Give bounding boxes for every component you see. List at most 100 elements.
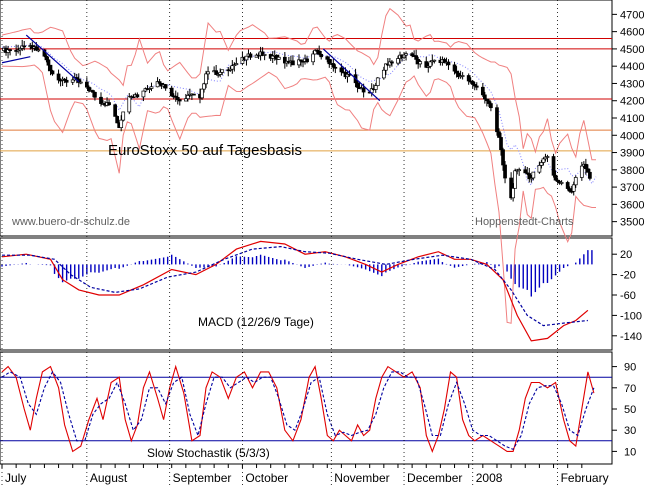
month-label: July <box>5 471 26 485</box>
candle-body <box>545 156 550 158</box>
candle-body <box>579 165 584 178</box>
month-label: November <box>334 471 389 485</box>
candle-body <box>206 71 210 75</box>
candle-body <box>262 54 267 56</box>
candle-body <box>113 104 117 117</box>
macd-tick-label: 20 <box>620 249 632 261</box>
candle-body <box>487 100 491 104</box>
candle-body <box>87 86 91 92</box>
candle-body <box>99 96 103 104</box>
candle-body <box>529 177 534 180</box>
candle-body <box>418 61 423 65</box>
candle-body <box>218 71 223 75</box>
candle-body <box>48 64 53 72</box>
macd-panel: 20 -20 -60 -100 -140 <box>1 240 642 343</box>
month-label: October <box>245 471 288 485</box>
candle-body <box>355 82 360 88</box>
price-tick-label: 3600 <box>620 199 644 211</box>
candle-body <box>228 68 233 71</box>
candle-body <box>78 81 83 84</box>
candle-body <box>480 86 485 96</box>
price-panel: 3500 3600 3700 3800 3900 4000 4100 4200 4300 4400… <box>0 7 644 324</box>
candle-body <box>497 131 501 138</box>
candle-body <box>523 169 528 174</box>
candle-body <box>50 70 55 75</box>
candle-body <box>186 95 190 100</box>
candle-body <box>567 188 572 192</box>
candle-body <box>155 81 160 88</box>
candle-body <box>452 64 457 72</box>
candle-body <box>339 67 344 73</box>
candle-body <box>513 170 517 189</box>
candle-body <box>584 163 588 170</box>
candle-body <box>501 149 505 166</box>
stoch-tick-label: 30 <box>624 425 636 437</box>
candle-body <box>91 90 95 93</box>
candle-body <box>305 58 309 63</box>
candle-body <box>175 97 180 101</box>
candle-body <box>404 53 408 56</box>
candle-body <box>202 83 206 90</box>
candle-body <box>531 171 536 179</box>
price-tick-label: 4300 <box>620 78 644 90</box>
candle-body <box>119 119 124 128</box>
bollinger-lower-band <box>1 64 596 324</box>
candle-body <box>8 49 12 52</box>
candle-body <box>93 91 97 98</box>
candle-body <box>18 48 23 51</box>
macd-signal-line <box>2 245 588 327</box>
watermark-right: Hoppenstedt-Charts <box>475 216 574 228</box>
candle-body <box>539 162 544 166</box>
macd-tick-label: -20 <box>620 270 636 282</box>
candle-body <box>390 61 394 64</box>
candle-body <box>46 59 51 66</box>
candle-body <box>177 99 182 102</box>
macd-panel-frame <box>0 237 613 351</box>
candle-body <box>553 174 558 181</box>
candle-body <box>216 74 221 76</box>
candle-body <box>331 63 336 68</box>
candle-body <box>147 88 152 90</box>
stoch-tick-label: 70 <box>624 383 636 395</box>
candle-body <box>499 137 503 151</box>
candle-body <box>121 111 126 121</box>
stoch-d-line <box>1 370 595 450</box>
macd-tick-label: -60 <box>620 290 636 302</box>
price-tick-label: 4700 <box>620 9 644 21</box>
candle-body <box>511 187 515 199</box>
month-label: 2008 <box>476 471 503 485</box>
candle-body <box>200 88 204 99</box>
candle-body <box>115 116 120 124</box>
candle-body <box>141 90 146 98</box>
price-tick-label: 3800 <box>620 165 644 177</box>
stoch-title: Slow Stochastik (5/3/3) <box>147 446 270 460</box>
candle-body <box>36 49 41 52</box>
candle-body <box>375 77 380 86</box>
price-panel-frame <box>0 0 613 237</box>
candle-body <box>70 79 75 83</box>
candle-body <box>276 56 281 60</box>
candle-body <box>6 49 10 53</box>
stoch-k-line <box>1 364 595 453</box>
candle-body <box>586 168 590 173</box>
candle-body <box>509 177 513 199</box>
candle-body <box>384 63 388 71</box>
macd-tick-label: -100 <box>620 310 642 322</box>
candle-body <box>495 107 499 133</box>
candle-body <box>470 81 475 85</box>
watermark-left: www.buero-dr-schulz.de <box>11 216 130 228</box>
candle-body <box>317 50 322 55</box>
candle-body <box>234 63 239 66</box>
candle-body <box>325 56 330 60</box>
trend-line <box>322 48 381 102</box>
candle-body <box>157 81 162 84</box>
candle-body <box>551 156 556 176</box>
candle-body <box>173 95 178 98</box>
candle-body <box>297 59 301 66</box>
candle-body <box>311 53 315 63</box>
candle-body <box>282 56 287 64</box>
candle-body <box>16 49 21 52</box>
price-tick-label: 4100 <box>620 113 644 125</box>
candle-body <box>573 177 578 186</box>
